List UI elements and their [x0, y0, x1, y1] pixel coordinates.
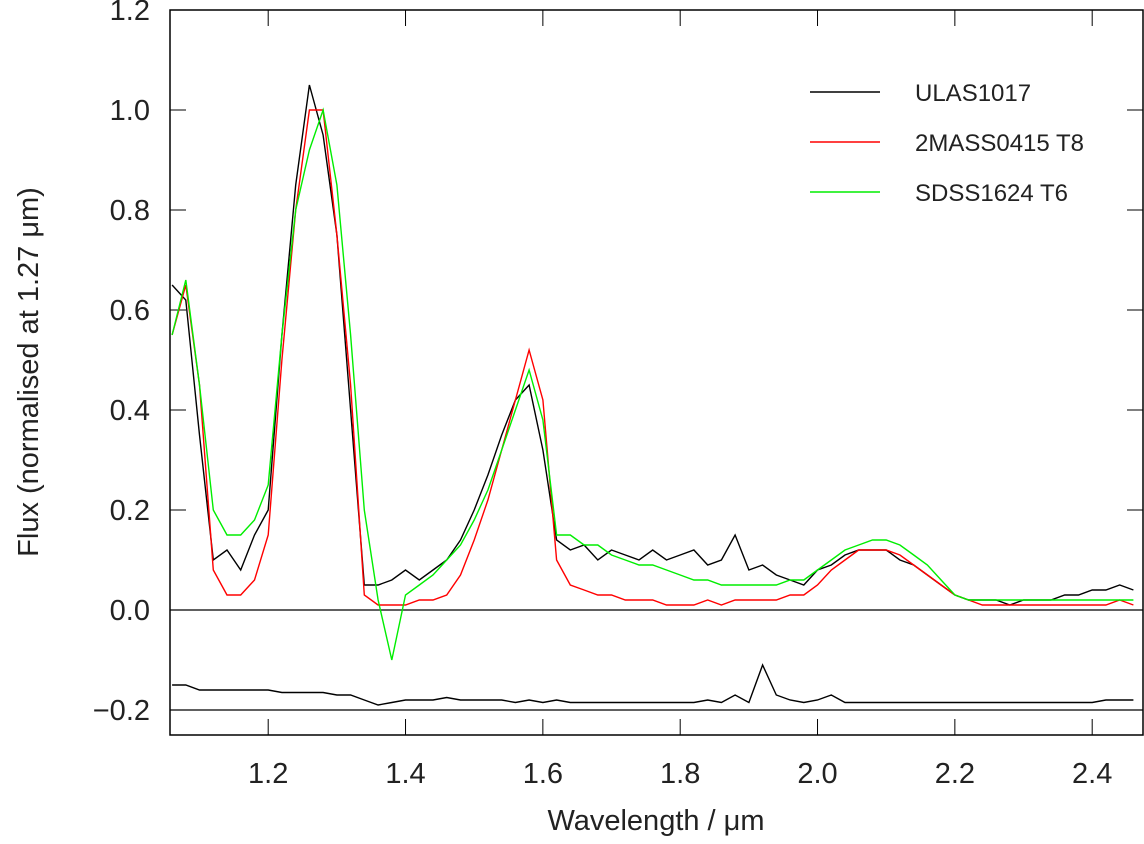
legend-label: 2MASS0415 T8 [915, 130, 1084, 157]
plot-area [171, 84, 1134, 706]
y-tick-label: 1.2 [110, 0, 150, 27]
y-tick-label: 0.2 [110, 495, 150, 527]
series-line [172, 663, 1134, 706]
plot-frame [169, 9, 1144, 736]
y-tick-label: 1.0 [110, 95, 150, 127]
y-tick-label: 0.6 [110, 295, 150, 327]
x-tick-label: 1.8 [660, 758, 700, 790]
x-axis-label: Wavelength / μm [547, 805, 764, 837]
y-tick-label: −0.2 [93, 695, 150, 727]
x-tick-label: 2.2 [935, 758, 975, 790]
y-tick-label: 0.4 [110, 395, 150, 427]
legend-label: ULAS1017 [915, 80, 1031, 107]
x-tick-label: 2.0 [797, 758, 837, 790]
series-line [171, 84, 1134, 606]
y-tick-label: 0.0 [110, 595, 150, 627]
y-tick-label: 0.8 [110, 195, 150, 227]
x-tick-label: 1.2 [248, 758, 288, 790]
x-tick-label: 2.4 [1072, 758, 1112, 790]
series-line [171, 109, 1134, 606]
x-tick-label: 1.4 [385, 758, 425, 790]
legend-label: SDSS1624 T6 [915, 180, 1068, 207]
series-line [171, 107, 1134, 661]
y-axis-label: Flux (normalised at 1.27 μm) [13, 187, 45, 557]
x-tick-label: 1.6 [523, 758, 563, 790]
